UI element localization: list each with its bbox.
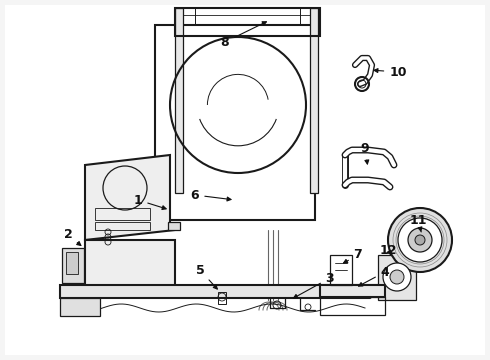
Text: 12: 12	[379, 243, 397, 256]
Bar	[175, 8, 183, 193]
Circle shape	[415, 235, 425, 245]
Bar	[320, 297, 385, 315]
Text: 6: 6	[191, 189, 231, 202]
Bar	[95, 208, 150, 220]
Polygon shape	[85, 155, 175, 240]
Bar	[310, 8, 318, 193]
Text: 7: 7	[343, 248, 363, 263]
Bar	[330, 255, 352, 285]
Text: 1: 1	[134, 194, 166, 210]
Text: 5: 5	[196, 264, 217, 289]
Bar	[175, 8, 320, 36]
Polygon shape	[60, 285, 380, 298]
Bar	[218, 292, 226, 304]
Text: 8: 8	[220, 22, 267, 49]
Bar	[95, 222, 150, 230]
Bar	[85, 240, 175, 290]
Text: 11: 11	[409, 213, 427, 232]
Bar	[378, 255, 416, 300]
Text: 2: 2	[64, 229, 81, 246]
Text: 9: 9	[361, 141, 369, 164]
Text: 3: 3	[294, 271, 334, 298]
Circle shape	[398, 218, 442, 262]
Circle shape	[390, 270, 404, 284]
Text: 10: 10	[374, 66, 407, 78]
Circle shape	[408, 228, 432, 252]
Bar	[320, 285, 385, 297]
Text: 4: 4	[359, 266, 390, 286]
Bar	[168, 222, 180, 230]
Bar	[66, 252, 78, 274]
Bar	[155, 25, 315, 220]
Circle shape	[383, 263, 411, 291]
Bar	[62, 248, 84, 283]
Bar	[60, 298, 100, 316]
Circle shape	[388, 208, 452, 272]
